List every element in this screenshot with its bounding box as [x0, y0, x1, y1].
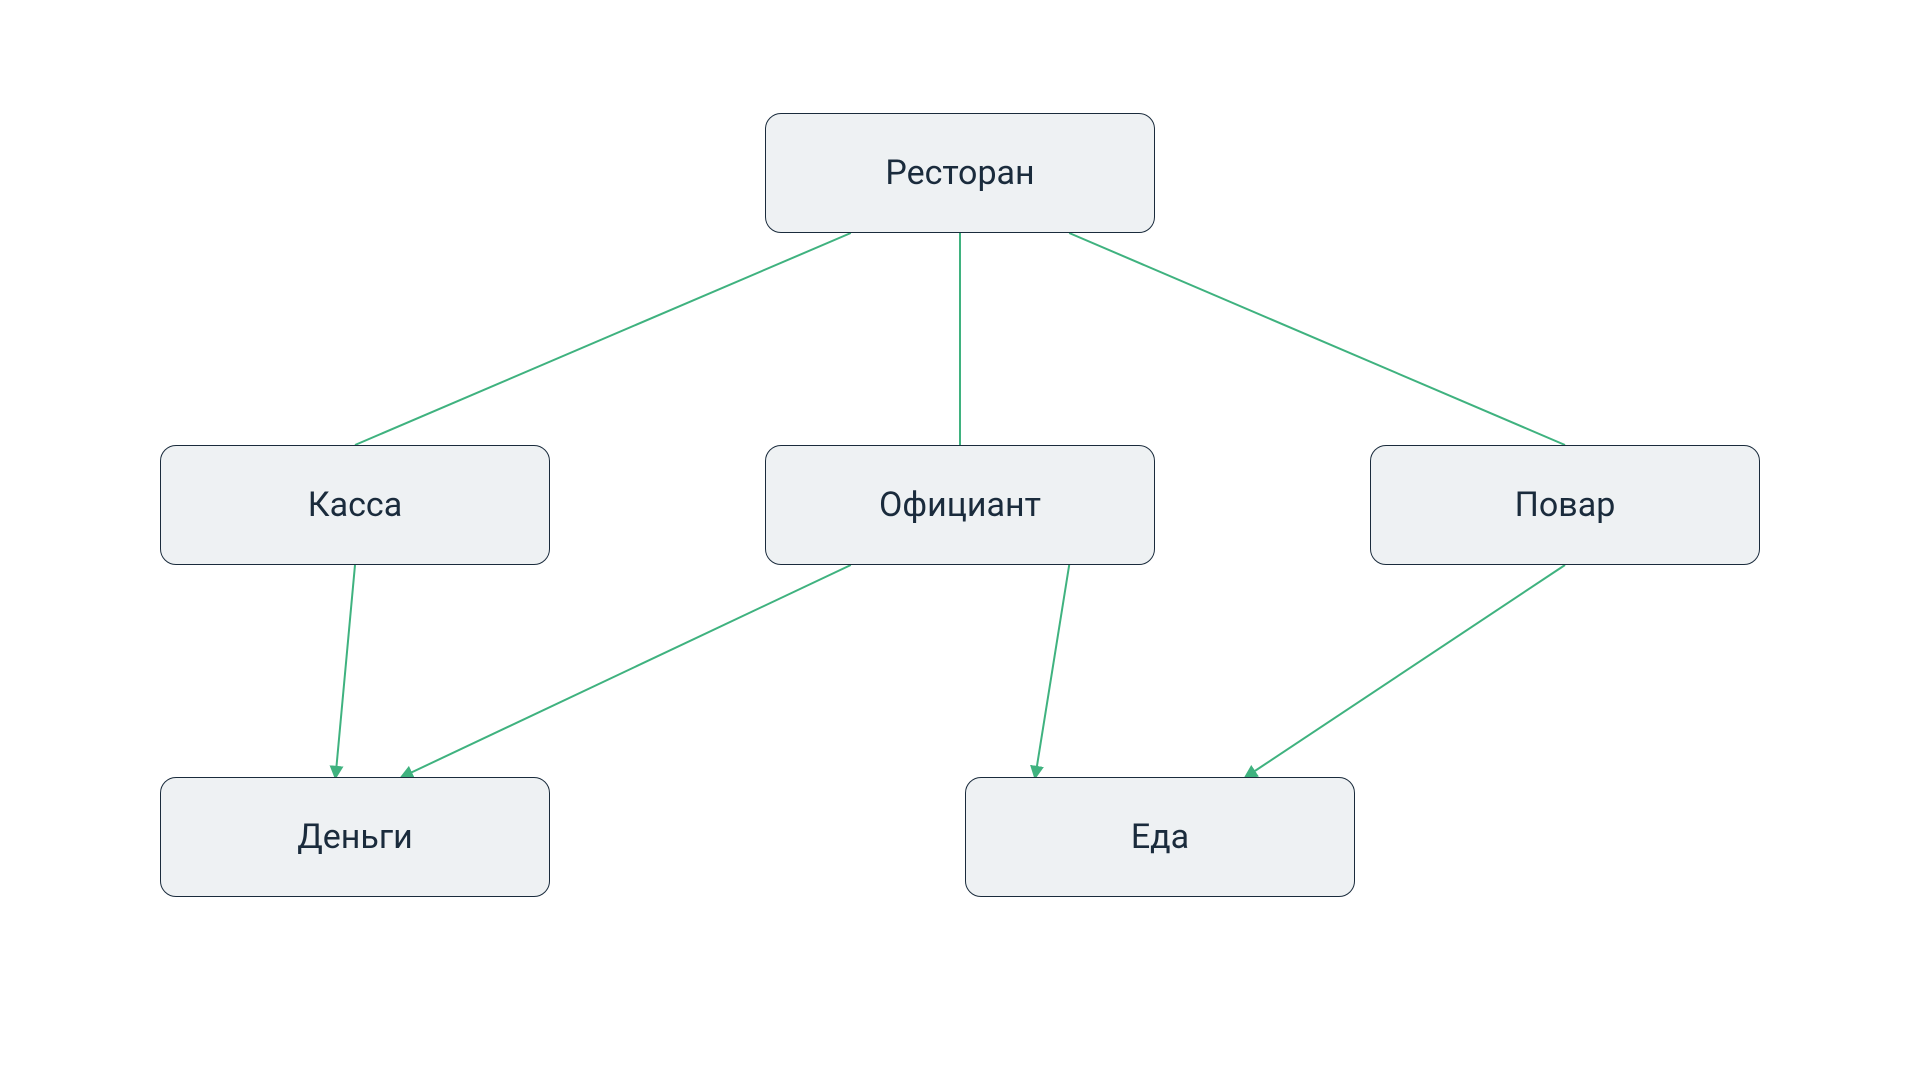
node-money: Деньги — [160, 777, 550, 897]
node-food: Еда — [965, 777, 1355, 897]
edge-kassa-money — [336, 565, 356, 777]
node-label: Еда — [1131, 817, 1189, 857]
edge-waiter-money — [402, 565, 851, 777]
edge-restaurant-kassa — [355, 233, 851, 445]
node-label: Деньги — [297, 817, 413, 857]
node-restaurant: Ресторан — [765, 113, 1155, 233]
diagram-canvas: Ресторан Касса Официант Повар Деньги Еда — [0, 0, 1920, 1080]
node-label: Официант — [879, 485, 1041, 525]
node-label: Касса — [308, 485, 402, 525]
node-label: Повар — [1515, 485, 1616, 525]
edge-waiter-food — [1035, 565, 1069, 777]
edge-cook-food — [1246, 565, 1565, 777]
node-waiter: Официант — [765, 445, 1155, 565]
edge-restaurant-cook — [1069, 233, 1565, 445]
node-label: Ресторан — [885, 153, 1034, 193]
node-cook: Повар — [1370, 445, 1760, 565]
node-kassa: Касса — [160, 445, 550, 565]
